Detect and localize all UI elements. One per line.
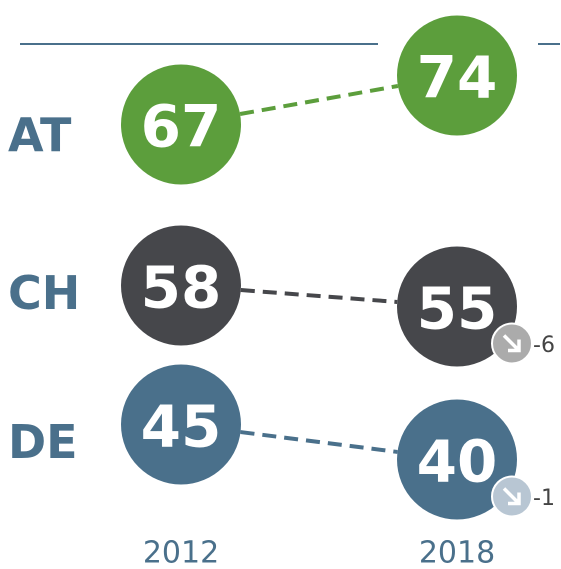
change-badge bbox=[491, 475, 533, 518]
value-circle bbox=[121, 364, 241, 485]
value-label: 74 bbox=[417, 44, 498, 112]
value-circle bbox=[121, 64, 241, 185]
change-arrow bbox=[502, 487, 521, 506]
row-label: DE bbox=[8, 415, 78, 469]
value-label: 55 bbox=[417, 275, 498, 343]
value-label: 40 bbox=[417, 428, 498, 496]
change-arrow bbox=[502, 334, 521, 353]
connector bbox=[240, 288, 398, 304]
x-tick-label: 2018 bbox=[419, 536, 495, 569]
value-label: 58 bbox=[141, 254, 222, 322]
row-label: CH bbox=[8, 266, 80, 320]
connector bbox=[239, 84, 399, 116]
row-label: AT bbox=[8, 108, 72, 162]
change-badge bbox=[491, 322, 533, 365]
x-tick-label: 2012 bbox=[143, 536, 219, 569]
value-label: 67 bbox=[141, 93, 222, 161]
value-circle bbox=[397, 15, 517, 136]
value-circle bbox=[397, 399, 517, 520]
change-label: -1 bbox=[533, 486, 555, 511]
change-label: -6 bbox=[533, 333, 555, 358]
value-circle bbox=[397, 246, 517, 367]
value-label: 45 bbox=[141, 393, 222, 461]
value-circle bbox=[121, 225, 241, 346]
connector bbox=[240, 430, 398, 454]
